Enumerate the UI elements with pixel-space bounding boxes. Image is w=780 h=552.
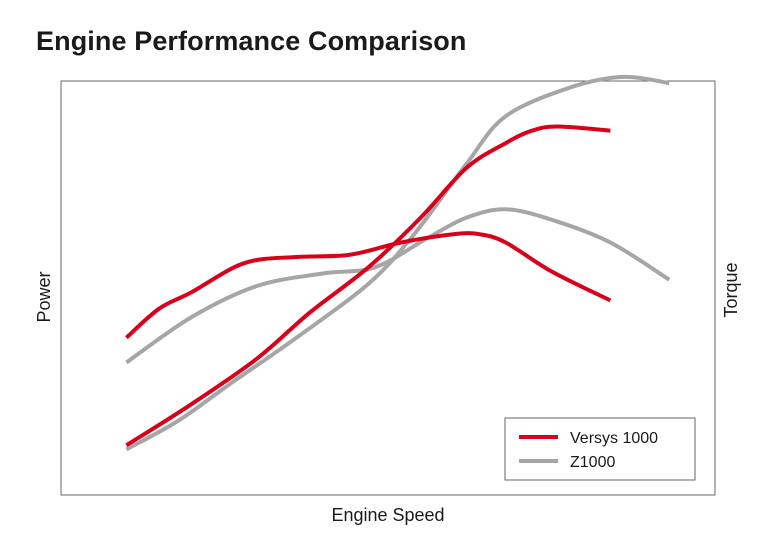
- series-line-versys-1000-torque: [125, 231, 612, 340]
- legend: Versys 1000 Z1000: [504, 417, 696, 481]
- series-line-z1000-power: [125, 74, 670, 452]
- y-axis-right-label: Torque: [721, 262, 741, 317]
- series-line-versys-1000-power: [125, 124, 611, 447]
- chart-title: Engine Performance Comparison: [36, 26, 467, 56]
- y-axis-left-label: Power: [34, 271, 54, 322]
- series-layer: [125, 74, 671, 452]
- legend-label-z1000: Z1000: [570, 454, 615, 471]
- x-axis-label: Engine Speed: [331, 505, 444, 525]
- legend-label-versys-1000: Versys 1000: [570, 430, 658, 447]
- legend-box: [504, 417, 696, 481]
